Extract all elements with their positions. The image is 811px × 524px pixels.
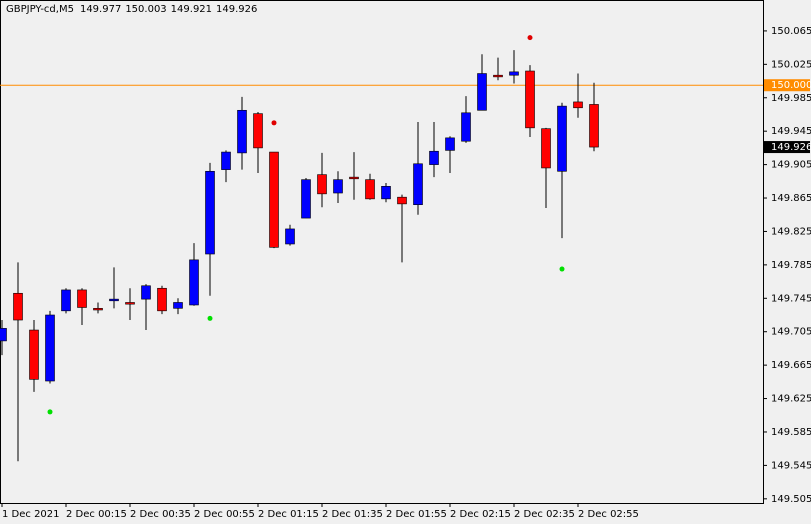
fractal-marker: [47, 409, 53, 415]
candle-body: [77, 289, 87, 308]
candle-body: [381, 186, 391, 200]
low-value: 149.921: [171, 4, 212, 15]
y-tick-label: 150.065: [771, 26, 811, 37]
candle-body: [573, 101, 583, 109]
x-tick-label: 2 Dec 02:55: [578, 509, 639, 520]
candle-body: [61, 289, 71, 312]
plot-frame: [0, 0, 764, 504]
candle-body: [349, 176, 359, 180]
fractal-marker: [527, 35, 533, 41]
y-tick-label: 150.025: [771, 59, 811, 70]
candle-body: [461, 112, 471, 142]
candle-body: [29, 329, 39, 380]
candle-body: [269, 151, 279, 248]
level-label: 150.000: [771, 80, 811, 91]
y-tick-label: 149.585: [771, 427, 811, 438]
candle-body: [141, 285, 151, 300]
candle-body: [45, 314, 55, 382]
x-tick-label: 2 Dec 02:35: [514, 509, 575, 520]
fractal-marker: [271, 120, 277, 126]
x-tick-label: 2 Dec 00:35: [130, 509, 191, 520]
y-tick-label: 149.505: [771, 494, 811, 505]
x-tick-label: 2 Dec 01:55: [386, 509, 447, 520]
header: GBPJPY-cd,M5 149.977 150.003 149.921 149.926: [6, 4, 257, 15]
candle-body: [285, 228, 295, 245]
candle-body: [445, 137, 455, 151]
candle-body: [397, 196, 407, 205]
y-tick-label: 149.905: [771, 160, 811, 171]
symbol: GBPJPY-cd,M5: [6, 4, 74, 15]
candle-body: [333, 179, 343, 194]
fractal-marker: [207, 315, 213, 321]
candle-body: [189, 259, 199, 306]
candle-body: [429, 150, 439, 165]
candle-body: [477, 73, 487, 111]
fractal-marker: [559, 266, 565, 272]
candle-body: [525, 70, 535, 129]
open-value: 149.977: [80, 4, 121, 15]
y-tick-label: 149.945: [771, 126, 811, 137]
y-tick-label: 149.825: [771, 226, 811, 237]
candle-body: [13, 292, 23, 321]
y-tick-label: 149.705: [771, 327, 811, 338]
close-value: 149.926: [216, 4, 257, 15]
x-tick-label: 2 Dec 00:55: [194, 509, 255, 520]
y-tick-label: 149.985: [771, 93, 811, 104]
y-tick-label: 149.625: [771, 394, 811, 405]
candle-body: [205, 170, 215, 255]
x-tick-label: 2 Dec 00:15: [66, 509, 127, 520]
x-tick-label: 2 Dec 01:35: [322, 509, 383, 520]
y-tick-label: 149.865: [771, 193, 811, 204]
y-tick-label: 149.545: [771, 460, 811, 471]
y-tick-label: 149.785: [771, 260, 811, 271]
y-tick-label: 149.665: [771, 360, 811, 371]
high-value: 150.003: [125, 4, 166, 15]
level-label-box: [764, 79, 810, 92]
candle-body: [157, 287, 167, 312]
y-tick-label: 149.745: [771, 293, 811, 304]
candle-body: [301, 179, 311, 219]
candle-body: [253, 113, 263, 149]
candle-body: [317, 174, 327, 195]
candle-body: [237, 109, 247, 154]
candle-body: [557, 105, 567, 172]
candle-body: [93, 308, 103, 311]
last-price-label: 149.926: [771, 142, 811, 153]
candle-body: [109, 298, 119, 302]
x-tick-label: 2 Dec 02:15: [450, 509, 511, 520]
candle-body: [365, 179, 375, 200]
candle-body: [589, 104, 599, 148]
x-tick-label: 2 Dec 01:15: [258, 509, 319, 520]
candle-body: [493, 74, 503, 78]
candle-body: [125, 302, 135, 305]
candle-body: [509, 71, 519, 76]
candle-body: [0, 328, 7, 342]
last-price-box: [764, 141, 810, 154]
candle-body: [413, 163, 423, 206]
x-tick-label: 1 Dec 2021: [2, 509, 60, 520]
candle-body: [541, 128, 551, 169]
candle-body: [173, 302, 183, 309]
candle-body: [221, 151, 231, 170]
plot-area: [0, 35, 763, 462]
